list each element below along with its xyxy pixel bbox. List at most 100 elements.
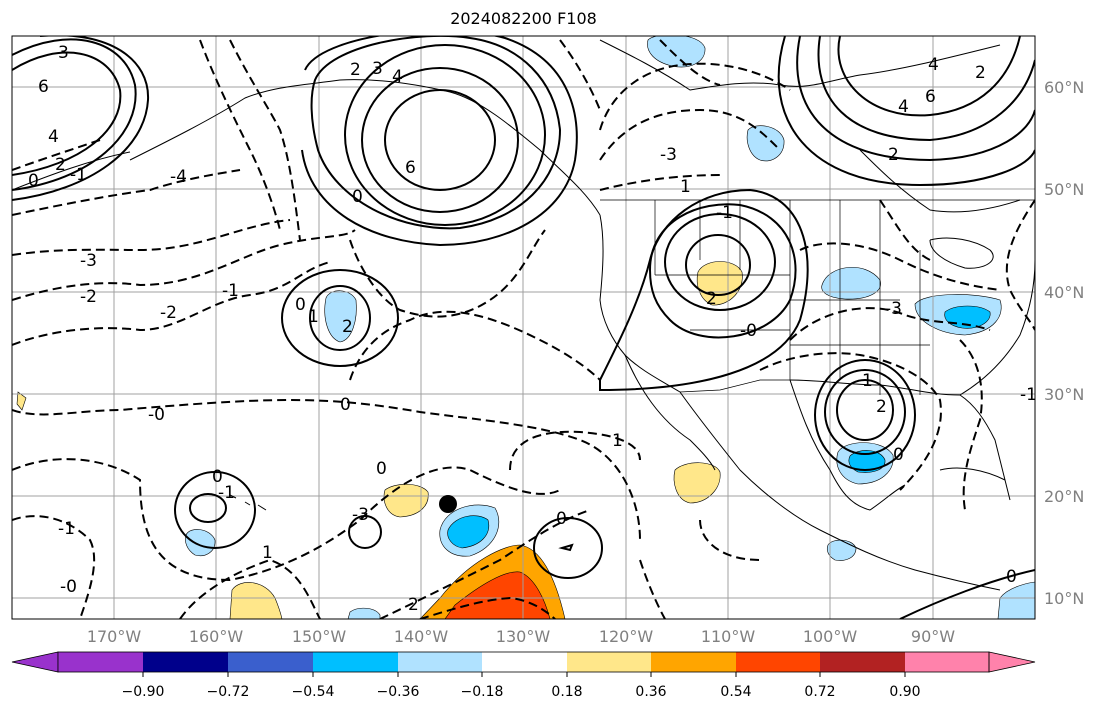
cool-patch-hawaii-east-core — [447, 515, 490, 549]
colorbar-tick-label: 0.18 — [551, 684, 582, 700]
contour-neg-19 — [789, 307, 991, 341]
colorbar-tick-label: −0.36 — [377, 684, 420, 700]
lon-label-160w: 160°W — [189, 627, 244, 646]
contour-label: -3 — [80, 251, 97, 271]
contour-neg-14 — [599, 108, 781, 161]
contour-se-1 — [899, 569, 1035, 619]
map-title: 2024082200 F108 — [450, 9, 597, 28]
cool-patch-hawaii-west — [185, 529, 216, 557]
colorbar-tick-label: −0.54 — [292, 684, 335, 700]
lon-label-110w: 110°W — [701, 627, 756, 646]
contour-goa-1 — [384, 89, 496, 191]
contour-label: -1 — [58, 519, 75, 539]
contour-label: -1 — [70, 165, 87, 185]
warm-patch-pacific-1 — [383, 483, 429, 518]
colorbar-swatch — [820, 652, 905, 672]
contour-neg-24 — [229, 39, 301, 241]
contour-label: -4 — [170, 167, 187, 187]
contour-label: 6 — [405, 158, 416, 178]
lon-label-140w: 140°W — [394, 627, 449, 646]
cool-patch-alaska-north — [647, 36, 706, 68]
contour-neg-28 — [639, 559, 666, 619]
contour-label: 0 — [295, 295, 306, 315]
contour-nw-3 — [12, 36, 150, 201]
contour-label: 3 — [58, 43, 69, 63]
contour-label: -2 — [160, 303, 177, 323]
lon-label-120w: 120°W — [599, 627, 654, 646]
coast-gulf — [789, 379, 1011, 501]
contour-label: 6 — [925, 87, 936, 107]
warm-patch-tiny — [16, 391, 27, 411]
contour-neg-8 — [179, 558, 321, 619]
colorbar-tick-label: 0.36 — [635, 684, 666, 700]
colorbar-swatch — [313, 652, 398, 672]
lakes — [929, 237, 994, 269]
borders — [600, 199, 1035, 395]
contour-label: 2 — [888, 145, 899, 165]
lon-label-170w: 170°W — [87, 627, 142, 646]
contour-neg-4 — [12, 169, 241, 216]
contour-label: 0 — [1006, 567, 1017, 587]
contour-label: 4 — [392, 67, 403, 87]
contour-goa-2 — [361, 67, 519, 213]
contour-goa-5 — [301, 36, 578, 247]
cool-patch-pacific-low — [324, 290, 357, 343]
colorbar-tick-label: −0.18 — [461, 684, 504, 700]
contour-neg-22 — [1005, 199, 1035, 331]
hawaii-islands — [229, 494, 267, 511]
coast-bc-west — [599, 214, 1001, 591]
contour-neg-9 — [379, 509, 591, 619]
coast-gulf-mexico — [789, 379, 906, 511]
contour-ne-3 — [796, 36, 1035, 162]
contour-utah-3 — [648, 203, 797, 339]
contour-nw-1 — [12, 51, 122, 176]
contour-hi-1 — [189, 493, 227, 523]
contour-goa-3 — [344, 44, 546, 226]
contour-label: 1 — [308, 307, 319, 327]
contour-neg-26 — [559, 39, 601, 111]
contour-neg-2 — [12, 229, 356, 301]
contour-label: 4 — [48, 127, 59, 147]
lat-label-30n: 30°N — [1044, 385, 1084, 404]
contour-label: -0 — [740, 321, 757, 341]
contour-hi-2 — [174, 471, 256, 549]
contour-small-3 — [558, 543, 574, 552]
warm-patch-pacific-2 — [673, 462, 721, 504]
contour-labels: 3 6 4 2 0 -1 2 3 4 6 0 -3 -4 -2 -1 -3 -2… — [28, 43, 1037, 615]
contour-neg-29 — [699, 519, 761, 561]
lon-label-90w: 90°W — [911, 627, 955, 646]
coast-aleutians — [12, 151, 131, 191]
lon-label-150w: 150°W — [292, 627, 347, 646]
colorbar: −0.90 −0.72 −0.54 −0.36 −0.18 0.18 0.36 … — [11, 651, 1036, 700]
contour-label: -2 — [80, 287, 97, 307]
contour-neg-15 — [599, 62, 791, 131]
colorbar-tick-label: 0.72 — [804, 684, 835, 700]
contour-neg-6 — [12, 458, 561, 582]
contour-pac-1 — [309, 285, 371, 351]
coast-hudson — [859, 149, 1021, 213]
contour-neg-13 — [349, 310, 601, 381]
contour-label: 1 — [612, 431, 623, 451]
contour-label: 2 — [706, 289, 717, 309]
contour-label: 0 — [340, 395, 351, 415]
contour-label: -3 — [352, 505, 369, 525]
contour-label: 2 — [350, 60, 361, 80]
lat-label-50n: 50°N — [1044, 180, 1084, 199]
contour-label: 2 — [408, 595, 419, 615]
contour-neg-25 — [199, 39, 281, 231]
contour-gulf-2 — [824, 369, 906, 455]
lon-label-130w: 130°W — [496, 627, 551, 646]
contours-positive — [12, 36, 1035, 619]
contour-label: 2 — [975, 63, 986, 83]
lat-label-60n: 60°N — [1044, 78, 1084, 97]
colorbar-tick-label: 0.90 — [889, 684, 920, 700]
contour-label: 2 — [55, 155, 66, 175]
contour-label: 0 — [376, 459, 387, 479]
cuba — [939, 467, 1006, 481]
contour-label: 0 — [28, 171, 39, 191]
colorbar-extend-high — [988, 651, 1036, 673]
contour-label: -1 — [218, 483, 235, 503]
contour-neg-5 — [12, 398, 641, 541]
contour-label: 4 — [898, 97, 909, 117]
contours-negative — [12, 39, 1035, 619]
